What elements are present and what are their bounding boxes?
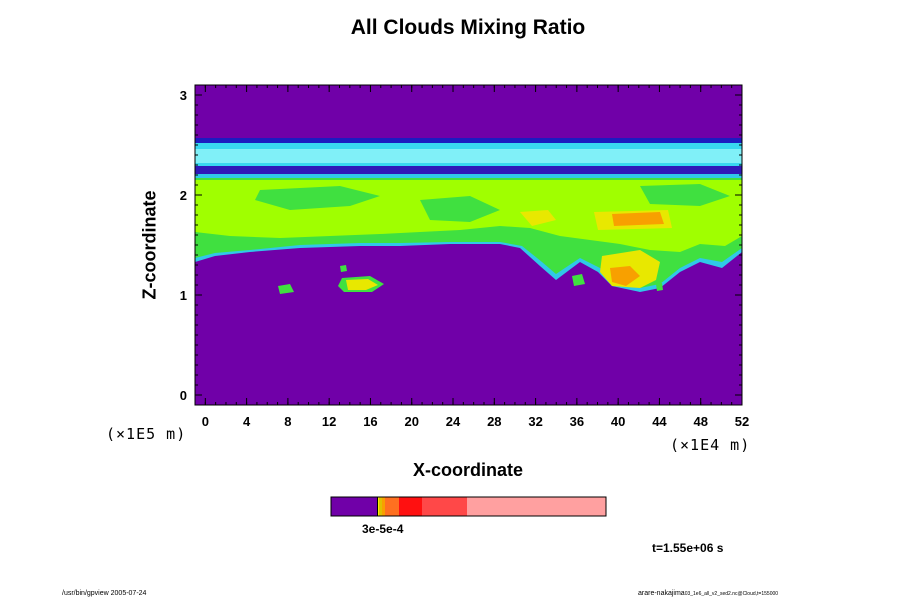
field-green-patch-1 — [255, 186, 380, 210]
field-orange-spot-1 — [612, 212, 664, 226]
y-scale-label: (×1E5 m) — [106, 425, 187, 443]
field-green-patch-3 — [640, 184, 730, 206]
x-scale-label: (×1E4 m) — [670, 436, 751, 454]
colorbar-segment-2 — [378, 497, 379, 516]
footer-file: 03_1e6_all_v2_sed2.nc@Cloud,t=155000 — [684, 591, 779, 597]
x-tick-label-9: 36 — [570, 414, 584, 429]
x-axis-ticks: 0 4 8 12 16 20 24 28 32 36 40 44 48 52 — [194, 85, 749, 429]
x-tick-label-1: 4 — [243, 414, 251, 429]
field-orange-spot-2 — [610, 266, 640, 286]
y-tick-label-2: 2 — [180, 188, 187, 203]
x-axis-label: X-coordinate — [412, 460, 523, 480]
chart-title: All Clouds Mixing Ratio — [350, 16, 586, 39]
x-tick-label-8: 32 — [528, 414, 542, 429]
y-tick-label-1: 1 — [180, 288, 187, 303]
colorbar-segment-4 — [382, 497, 385, 516]
field-purple-gap — [195, 166, 742, 174]
field-upper-blue-edge — [195, 138, 742, 147]
colorbar-tick-label: 3e-5e-4 — [362, 522, 404, 536]
colorbar-segment-1 — [377, 497, 378, 516]
x-tick-label-2: 8 — [284, 414, 291, 429]
field-green-patch-2 — [420, 196, 500, 222]
x-tick-label-0: 0 — [202, 414, 209, 429]
colorbar-segment-3 — [379, 497, 382, 516]
x-tick-label-11: 44 — [652, 414, 667, 429]
footer-author: arare-nakajima — [638, 590, 685, 597]
y-axis-ticks: 0 1 2 3 — [180, 88, 742, 403]
field-upper-band-core — [195, 149, 742, 163]
field-low-cloud-2 — [278, 284, 294, 294]
y-tick-label-3: 3 — [180, 88, 187, 103]
x-tick-label-13: 52 — [735, 414, 749, 429]
x-tick-label-6: 24 — [446, 414, 461, 429]
field-low-cloud-1-core — [346, 279, 378, 290]
colorbar-segment-0 — [331, 497, 377, 516]
plot-area — [195, 85, 742, 405]
colorbar-segment-6 — [399, 497, 422, 516]
field-low-cloud-3 — [340, 265, 347, 272]
footer-source: arare-nakajima03_1e6_all_v2_sed2.nc@Clou… — [638, 590, 778, 597]
x-tick-label-3: 12 — [322, 414, 336, 429]
colorbar-segment-8 — [467, 497, 606, 516]
colorbar-segment-5 — [385, 497, 399, 516]
colorbar-frame — [330, 496, 607, 517]
y-tick-label-0: 0 — [180, 388, 187, 403]
colorbar-segment-7 — [422, 497, 467, 516]
x-tick-label-4: 16 — [363, 414, 377, 429]
x-tick-label-12: 48 — [693, 414, 707, 429]
x-tick-label-10: 40 — [611, 414, 625, 429]
colorbar — [330, 496, 607, 517]
y-axis-label: Z-coordinate — [139, 190, 160, 300]
field-low-cloud-5 — [656, 283, 663, 291]
time-label: t=1.55e+06 s — [652, 541, 724, 555]
footer-command: /usr/bin/gpview 2005-07-24 — [62, 590, 147, 597]
field-low-cloud-4 — [572, 274, 585, 286]
x-tick-label-7: 28 — [487, 414, 501, 429]
field-yellow-spot-1 — [520, 210, 556, 226]
x-tick-label-5: 20 — [405, 414, 419, 429]
